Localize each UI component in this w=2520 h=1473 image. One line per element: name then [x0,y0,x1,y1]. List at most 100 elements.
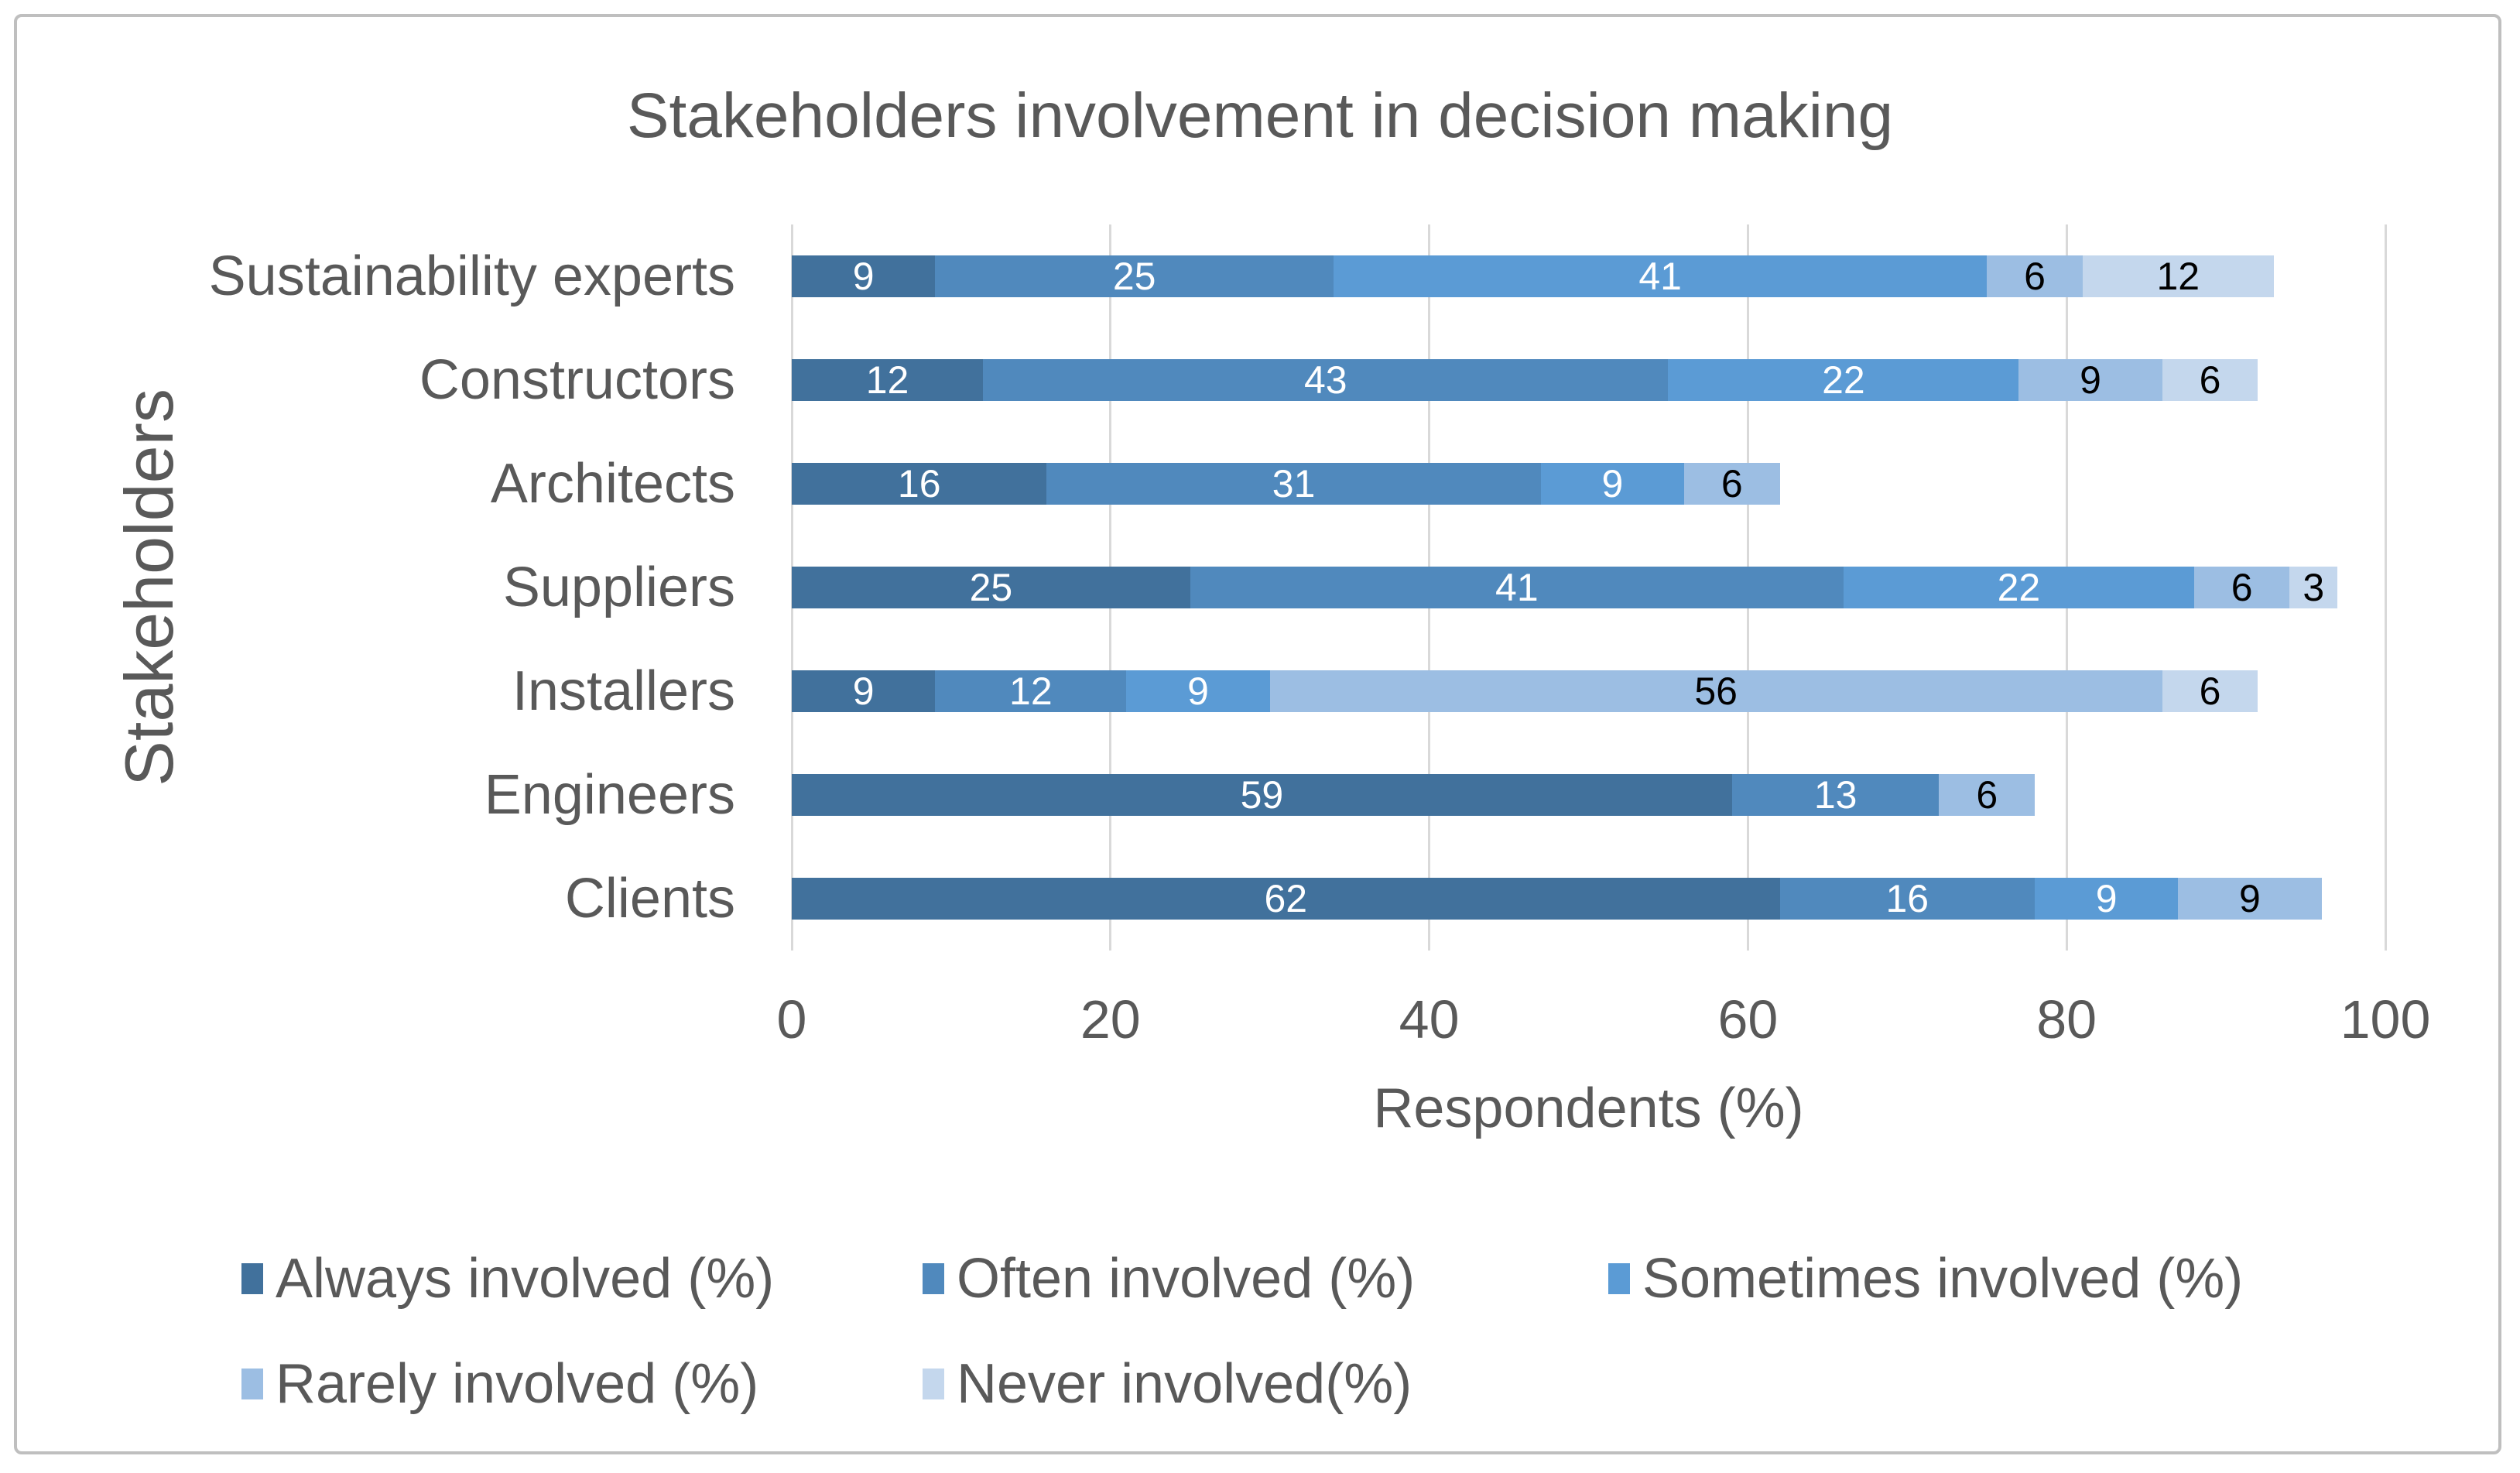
x-axis-title: Respondents (%) [1373,1077,1804,1139]
bar-segment: 9 [792,670,936,713]
bar-segment: 9 [2035,877,2179,920]
bar-segment: 3 [2289,566,2338,609]
bar-segment: 25 [792,567,1190,608]
category-label: Installers [512,660,735,722]
bar-segment-label: 43 [1303,358,1347,402]
bar-segment-label: 41 [1638,255,1682,298]
bar-segment: 62 [792,878,1780,920]
bar-segment-label: 22 [1822,358,1865,402]
x-tick-label: 20 [1080,989,1141,1050]
bar-segment-label: 9 [2080,358,2101,402]
bar-segment: 22 [1668,358,2019,402]
legend-label: Sometimes involved (%) [1642,1248,2244,1310]
legend-item: Rarely involved (%) [241,1353,758,1415]
bar-row: 12 43 22 9 6 [792,359,2258,401]
bar-segment-label: 25 [969,566,1013,609]
category-label: Sustainability experts [208,245,735,307]
bar-segment-label: 9 [2095,877,2118,920]
bar-segment-label: 62 [1264,877,1308,920]
bar-row: 16 31 9 6 [792,463,1780,505]
bar-segment: 31 [1046,462,1541,505]
legend-swatch [923,1369,944,1399]
bar-segment: 43 [983,358,1669,402]
bar-segment: 12 [792,358,984,402]
bar-segment-label: 9 [852,255,875,298]
bar-segment-label: 16 [897,462,941,505]
bar-segment-label: 13 [1813,773,1857,817]
bar-segment-label: 6 [1721,462,1743,505]
legend-swatch [1608,1263,1630,1294]
bar-segment-label: 41 [1495,566,1539,609]
legend-swatch [241,1263,263,1294]
x-tick-label: 80 [2036,989,2097,1050]
x-tick-label: 60 [1717,989,1779,1050]
bar-row: 62 16 9 9 [792,878,2322,920]
legend-label: Often involved (%) [957,1248,1416,1310]
bar-segment-label: 59 [1240,773,1284,817]
x-tick-label: 100 [2340,989,2431,1050]
bar-segment: 16 [1779,877,2036,920]
bar-segment: 59 [792,774,1732,816]
bar-segment: 6 [1987,255,2083,297]
bar-segment: 9 [1126,670,1270,713]
bar-segment: 13 [1731,773,1940,817]
legend-label: Always involved (%) [276,1248,775,1310]
bar-segment: 41 [1190,567,1844,608]
bar-segment: 9 [2018,359,2162,401]
legend-item: Never involved(%) [923,1353,1412,1415]
legend-item: Often involved (%) [923,1248,1415,1310]
bar-segment-label: 6 [2024,255,2046,298]
bar-segment: 56 [1269,670,2162,713]
bar-segment-label: 56 [1694,670,1738,713]
bar-segment: 25 [935,255,1334,297]
bar-segment-label: 9 [852,670,875,713]
bar-segment-label: 25 [1112,255,1156,298]
bar-row: 9 25 41 6 12 [792,255,2274,297]
bar-segment: 9 [1540,462,1685,505]
category-label: Engineers [484,764,735,826]
bar-segment-label: 9 [1187,670,1209,713]
bar-segment-label: 9 [1601,462,1624,505]
legend-swatch [923,1263,944,1294]
bar-segment-label: 16 [1885,877,1929,920]
bar-segment: 6 [2193,566,2290,609]
bar-segment: 9 [792,255,936,298]
bar-segment-label: 22 [1997,566,2041,609]
bar-segment: 12 [2082,255,2274,298]
bar-segment: 16 [792,462,1047,505]
bar-segment: 6 [2162,359,2258,401]
x-tick-label: 40 [1399,989,1460,1050]
bar-segment: 9 [2178,878,2322,920]
bar-segment: 6 [1684,463,1780,505]
bar-row: 59 13 6 [792,774,2035,816]
category-label: Suppliers [502,557,735,618]
bar-row: 9 12 9 56 6 [792,670,2258,712]
bar-segment: 22 [1843,566,2194,609]
bar-segment: 6 [2162,670,2258,712]
category-label: Architects [490,453,735,515]
bar-segment-label: 3 [2303,566,2325,609]
bar-segment: 6 [1939,774,2035,816]
category-label: Clients [564,868,735,930]
gridline [2384,224,2387,951]
bar-segment-label: 6 [2199,358,2221,402]
legend-label: Never involved(%) [957,1353,1412,1415]
x-tick-label: 0 [776,989,807,1050]
chart-border [14,14,2501,1454]
legend-item: Sometimes involved (%) [1608,1248,2243,1310]
chart-title: Stakeholders involvement in decision mak… [626,81,1894,151]
bar-row: 25 41 22 6 3 [792,566,2338,609]
bar-segment-label: 6 [1976,773,1998,817]
plot-area: 9 25 41 6 12 12 43 22 9 6 16 31 9 6 25 41 22 6 3 9 12 9 56 6 59 1… [790,224,2387,951]
category-label: Constructors [419,349,735,411]
bar-segment: 41 [1334,255,1988,298]
bar-segment-label: 12 [865,358,909,402]
bar-segment: 12 [935,670,1127,712]
bar-segment-label: 12 [2156,255,2200,298]
bar-segment-label: 6 [2199,670,2221,713]
bar-segment-label: 6 [2231,566,2253,609]
legend-swatch [241,1369,263,1399]
bar-segment-label: 31 [1272,462,1316,505]
legend-item: Always involved (%) [241,1248,774,1310]
